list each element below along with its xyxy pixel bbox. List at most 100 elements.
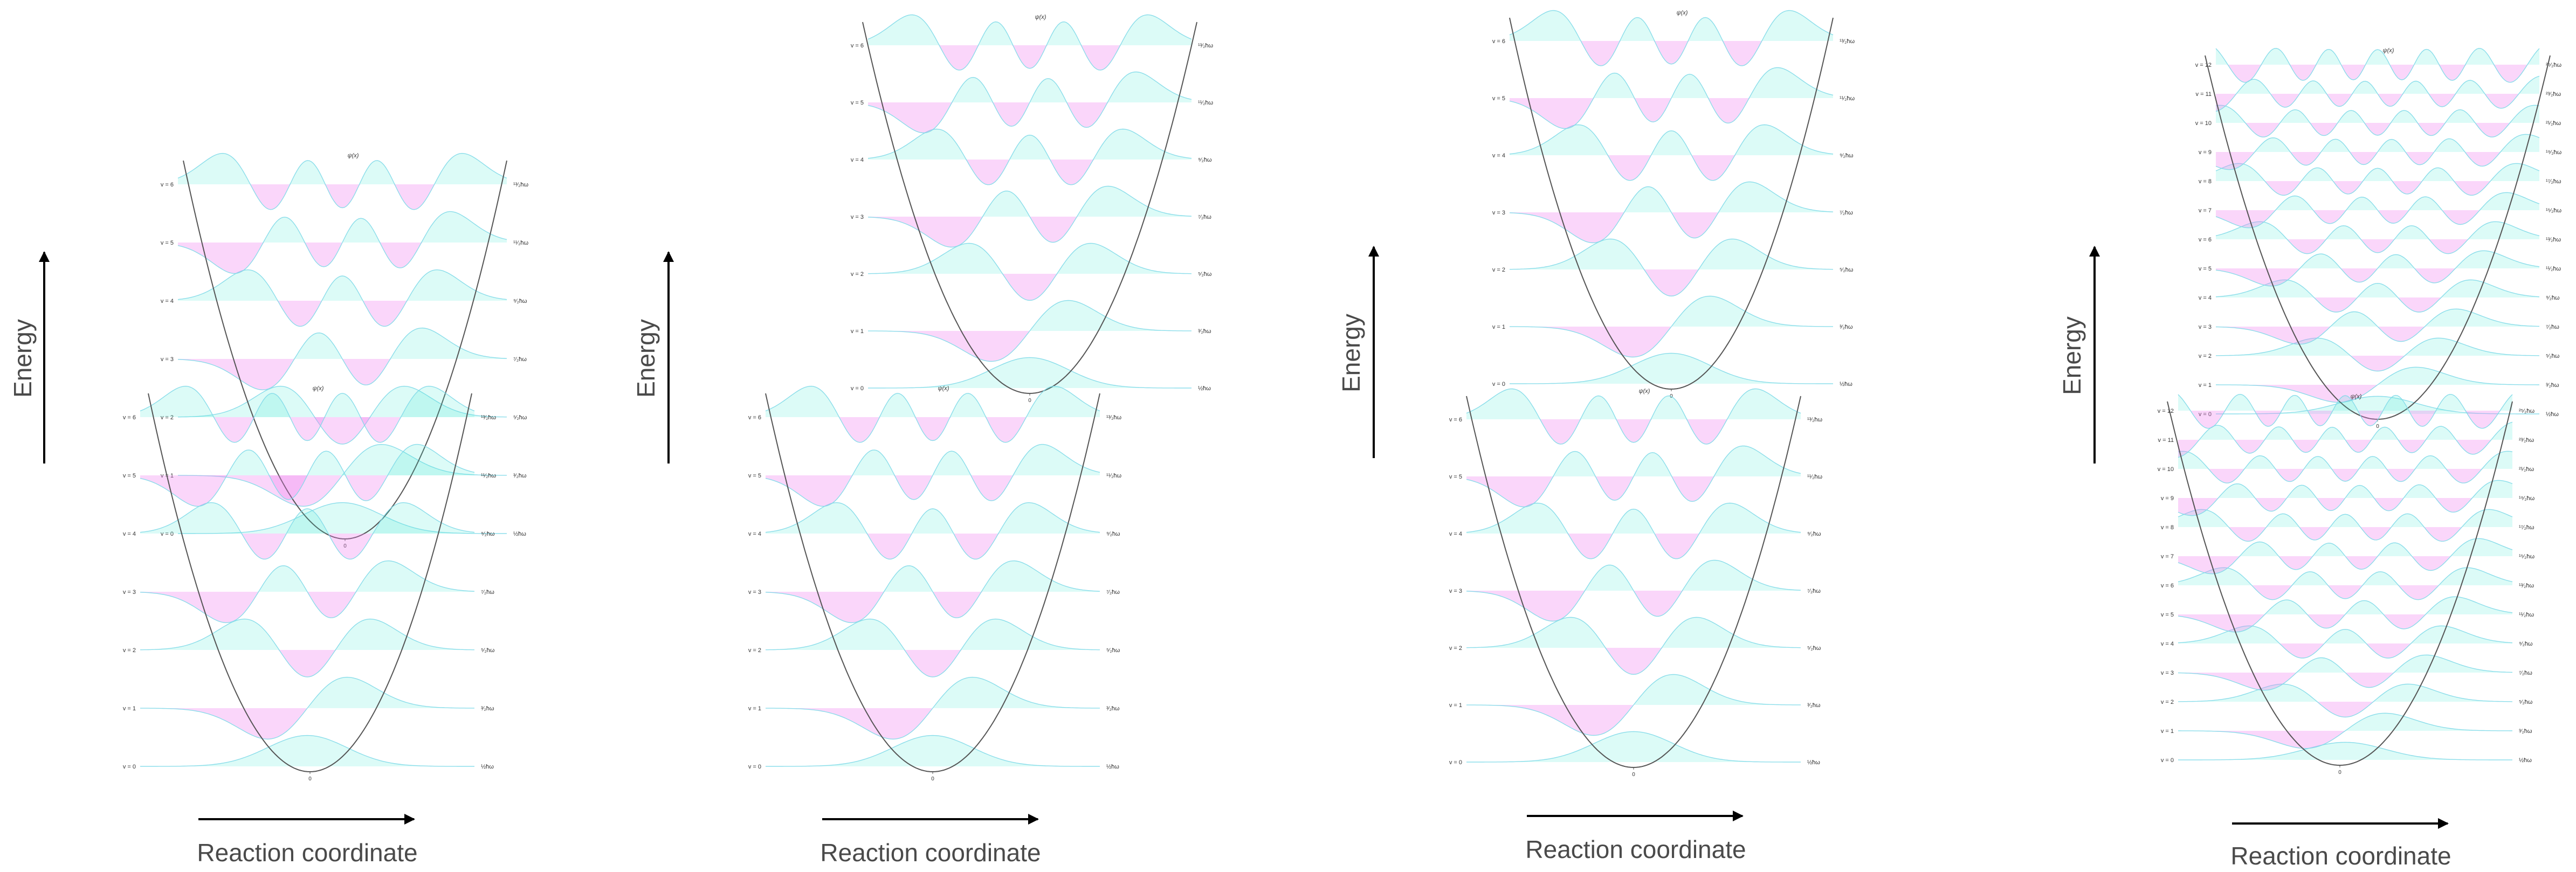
panel-1-front-level-6-positive-lobe (140, 386, 474, 417)
panel-4-back-level-0-label: v = 0 (2199, 411, 2212, 418)
panel-4-front-level-4: v = 4 ⁹⁄₂ħω (2161, 625, 2533, 659)
panel-3-back-level-6-label: v = 6 (1492, 38, 1505, 45)
panel-2-front-level-5-label: v = 5 (748, 473, 761, 479)
panel-4-front-level-10-positive-lobe (2178, 451, 2512, 469)
panel-2-back-level-4: v = 4 ⁹⁄₂ħω (851, 128, 1212, 185)
panel-2-front-level-0-label: v = 0 (748, 764, 761, 770)
panel-4-front-level-9: v = 9 ¹⁹⁄₂ħω (2161, 480, 2535, 516)
panel-2-back-level-6-positive-lobe (868, 15, 1191, 45)
panel-1-back-level-4-positive-lobe (178, 269, 507, 301)
panel-3-front-level-6-positive-lobe (1466, 389, 1801, 419)
panel-3-back-level-3-wavefunction (1509, 181, 1834, 244)
panel-4-front-level-6-negative-lobe (2178, 585, 2512, 600)
panel-1-front-level-2-positive-lobe (140, 619, 474, 650)
panel-3-front-level-2-negative-lobe (1466, 648, 1801, 675)
panel-3-back-level-5-energy: ¹¹⁄₂ħω (1840, 95, 1855, 102)
panel-4-front-level-8-label: v = 8 (2161, 524, 2174, 531)
panel-3-back-level-4: v = 4 ⁹⁄₂ħω (1492, 124, 1854, 181)
panel-4-front-level-5-energy: ¹¹⁄₂ħω (2519, 612, 2534, 618)
panel-4-front-level-12-positive-lobe (2178, 394, 2512, 411)
panel-4-back-level-4-label: v = 4 (2199, 295, 2212, 301)
panel-2-back-level-6-negative-lobe (868, 45, 1191, 71)
panel-3-front-level-2-label: v = 2 (1449, 645, 1462, 652)
panel-4-front-level-6-positive-lobe (2178, 568, 2512, 585)
panel-4-back-level-11-wavefunction (2215, 75, 2540, 112)
panel-2-front-level-3-positive-lobe (766, 560, 1100, 592)
panel-2-back-level-5-positive-lobe (868, 72, 1191, 102)
panel-1-back-level-4-negative-lobe (178, 301, 507, 327)
panel-2-front-level-4-positive-lobe (766, 502, 1100, 534)
panel-2-front-level-2-positive-lobe (766, 619, 1100, 650)
panel-1-back-level-5-wavefunction (177, 211, 507, 274)
panel-4-back-level-2-wavefunction (2215, 337, 2540, 372)
panel-1-back-level-0-energy: ½ħω (513, 531, 526, 537)
panel-1-back-level-2-energy: ⁵⁄₂ħω (513, 414, 527, 421)
panel-4-back-level-6: v = 6 ¹³⁄₂ħω (2199, 221, 2561, 254)
panel-3-back-level-3-positive-lobe (1510, 182, 1833, 212)
panel-1-back-level-2-negative-lobe (178, 417, 507, 445)
panel-1-front-level-4-negative-lobe (140, 534, 474, 559)
panel-2-front-level-2-label: v = 2 (748, 647, 761, 654)
panel-4-front-level-7-energy: ¹⁵⁄₂ħω (2519, 553, 2534, 560)
panel-4-front-level-12-label: v = 12 (2158, 408, 2174, 414)
panel-2-energy-label: Energy (632, 319, 660, 398)
panel-4-front-level-3: v = 3 ⁷⁄₂ħω (2161, 654, 2532, 691)
panel-3-back-level-4-energy: ⁹⁄₂ħω (1840, 153, 1854, 159)
panel-3-front-level-3-label: v = 3 (1449, 588, 1462, 594)
panel-4-front-level-7-wavefunction (2178, 538, 2513, 575)
panel-3-front-level-1: v = 1 ³⁄₂ħω (1449, 674, 1821, 736)
panel-3-back-level-4-wavefunction (1509, 124, 1834, 181)
panel-4-back-level-1-energy: ³⁄₂ħω (2546, 382, 2559, 389)
panel-4-back-level-4-negative-lobe (2216, 297, 2539, 312)
panel-3-front-psi-label: ψ(x) (1639, 388, 1650, 395)
panel-2-front-level-2: v = 2 ⁵⁄₂ħω (748, 618, 1120, 677)
panel-2-back-level-1-positive-lobe (868, 300, 1191, 331)
panel-4-back-level-5-energy: ¹¹⁄₂ħω (2546, 266, 2561, 272)
panel-3-front-level-4-label: v = 4 (1449, 531, 1462, 537)
panel-4-front-level-8: v = 8 ¹⁷⁄₂ħω (2161, 509, 2534, 542)
panel-2-back-level-3-energy: ⁷⁄₂ħω (1198, 214, 1211, 220)
panel-4-front-level-12-wavefunction (2178, 393, 2513, 429)
panel-4-back-level-9-positive-lobe (2216, 134, 2539, 152)
panel-2-back-level-3-positive-lobe (868, 186, 1191, 217)
panel-4-back-level-10-energy: ²¹⁄₂ħω (2546, 120, 2561, 127)
panel-4-back-level-7-negative-lobe (2216, 210, 2539, 228)
panel-2-back-level-3: v = 3 ⁷⁄₂ħω (851, 185, 1211, 248)
panel-1-back-level-2-label: v = 2 (161, 414, 174, 421)
panel-4-back-level-9-negative-lobe (2216, 152, 2539, 170)
panel-4-back-level-0-energy: ½ħω (2546, 411, 2559, 418)
panel-3-back-level-2-negative-lobe (1510, 269, 1833, 296)
panel-3-back-psi-label: ψ(x) (1677, 10, 1688, 16)
panel-1-back-level-5-negative-lobe (178, 243, 507, 274)
panel-2-back-level-4-wavefunction (867, 128, 1192, 185)
panel-2-front-level-5-positive-lobe (766, 444, 1100, 475)
panel-3-back-level-2-label: v = 2 (1492, 267, 1505, 273)
panel-4-back-level-12-energy: ²⁵⁄₂ħω (2546, 62, 2561, 68)
panel-2-front-level-1: v = 1 ³⁄₂ħω (748, 676, 1120, 740)
panel-1-front-level-3-positive-lobe (140, 560, 474, 592)
panel-4-front-level-8-positive-lobe (2178, 509, 2512, 527)
panel-2-back-level-5-label: v = 5 (851, 100, 864, 106)
panel-4-front-level-6-label: v = 6 (2161, 583, 2174, 589)
panel-4-front-level-10: v = 10 ²¹⁄₂ħω (2158, 451, 2534, 483)
panel-2-back-level-0: v = 0 ½ħω (851, 357, 1211, 392)
panel-1-back-level-4-energy: ⁹⁄₂ħω (513, 298, 527, 304)
panel-3-front-level-6-wavefunction (1466, 388, 1801, 445)
panel-3-front-zero-label: 0 (1632, 772, 1635, 778)
panel-3-front-level-6-label: v = 6 (1449, 417, 1462, 423)
panel-3-front-level-6-energy: ¹³⁄₂ħω (1807, 417, 1823, 423)
panel-3-back-level-1-negative-lobe (1510, 327, 1833, 357)
panel-4-front-level-3-label: v = 3 (2161, 670, 2174, 676)
panel-4-back-level-3-positive-lobe (2216, 309, 2539, 327)
panel-3-energy-label: Energy (1337, 314, 1365, 392)
panel-3-front-level-5-label: v = 5 (1449, 474, 1462, 480)
panel-3-back-level-5-positive-lobe (1510, 67, 1833, 98)
panel-2-front-level-6-energy: ¹³⁄₂ħω (1106, 414, 1122, 421)
panel-2-back-level-2-positive-lobe (868, 243, 1191, 274)
panel-4-back-level-11-positive-lobe (2216, 76, 2539, 94)
panel-4-front-level-1-energy: ³⁄₂ħω (2519, 728, 2532, 735)
panel-4-back-level-4-positive-lobe (2216, 280, 2539, 297)
panel-2-back-level-6: v = 6 ¹³⁄₂ħω (851, 14, 1214, 71)
